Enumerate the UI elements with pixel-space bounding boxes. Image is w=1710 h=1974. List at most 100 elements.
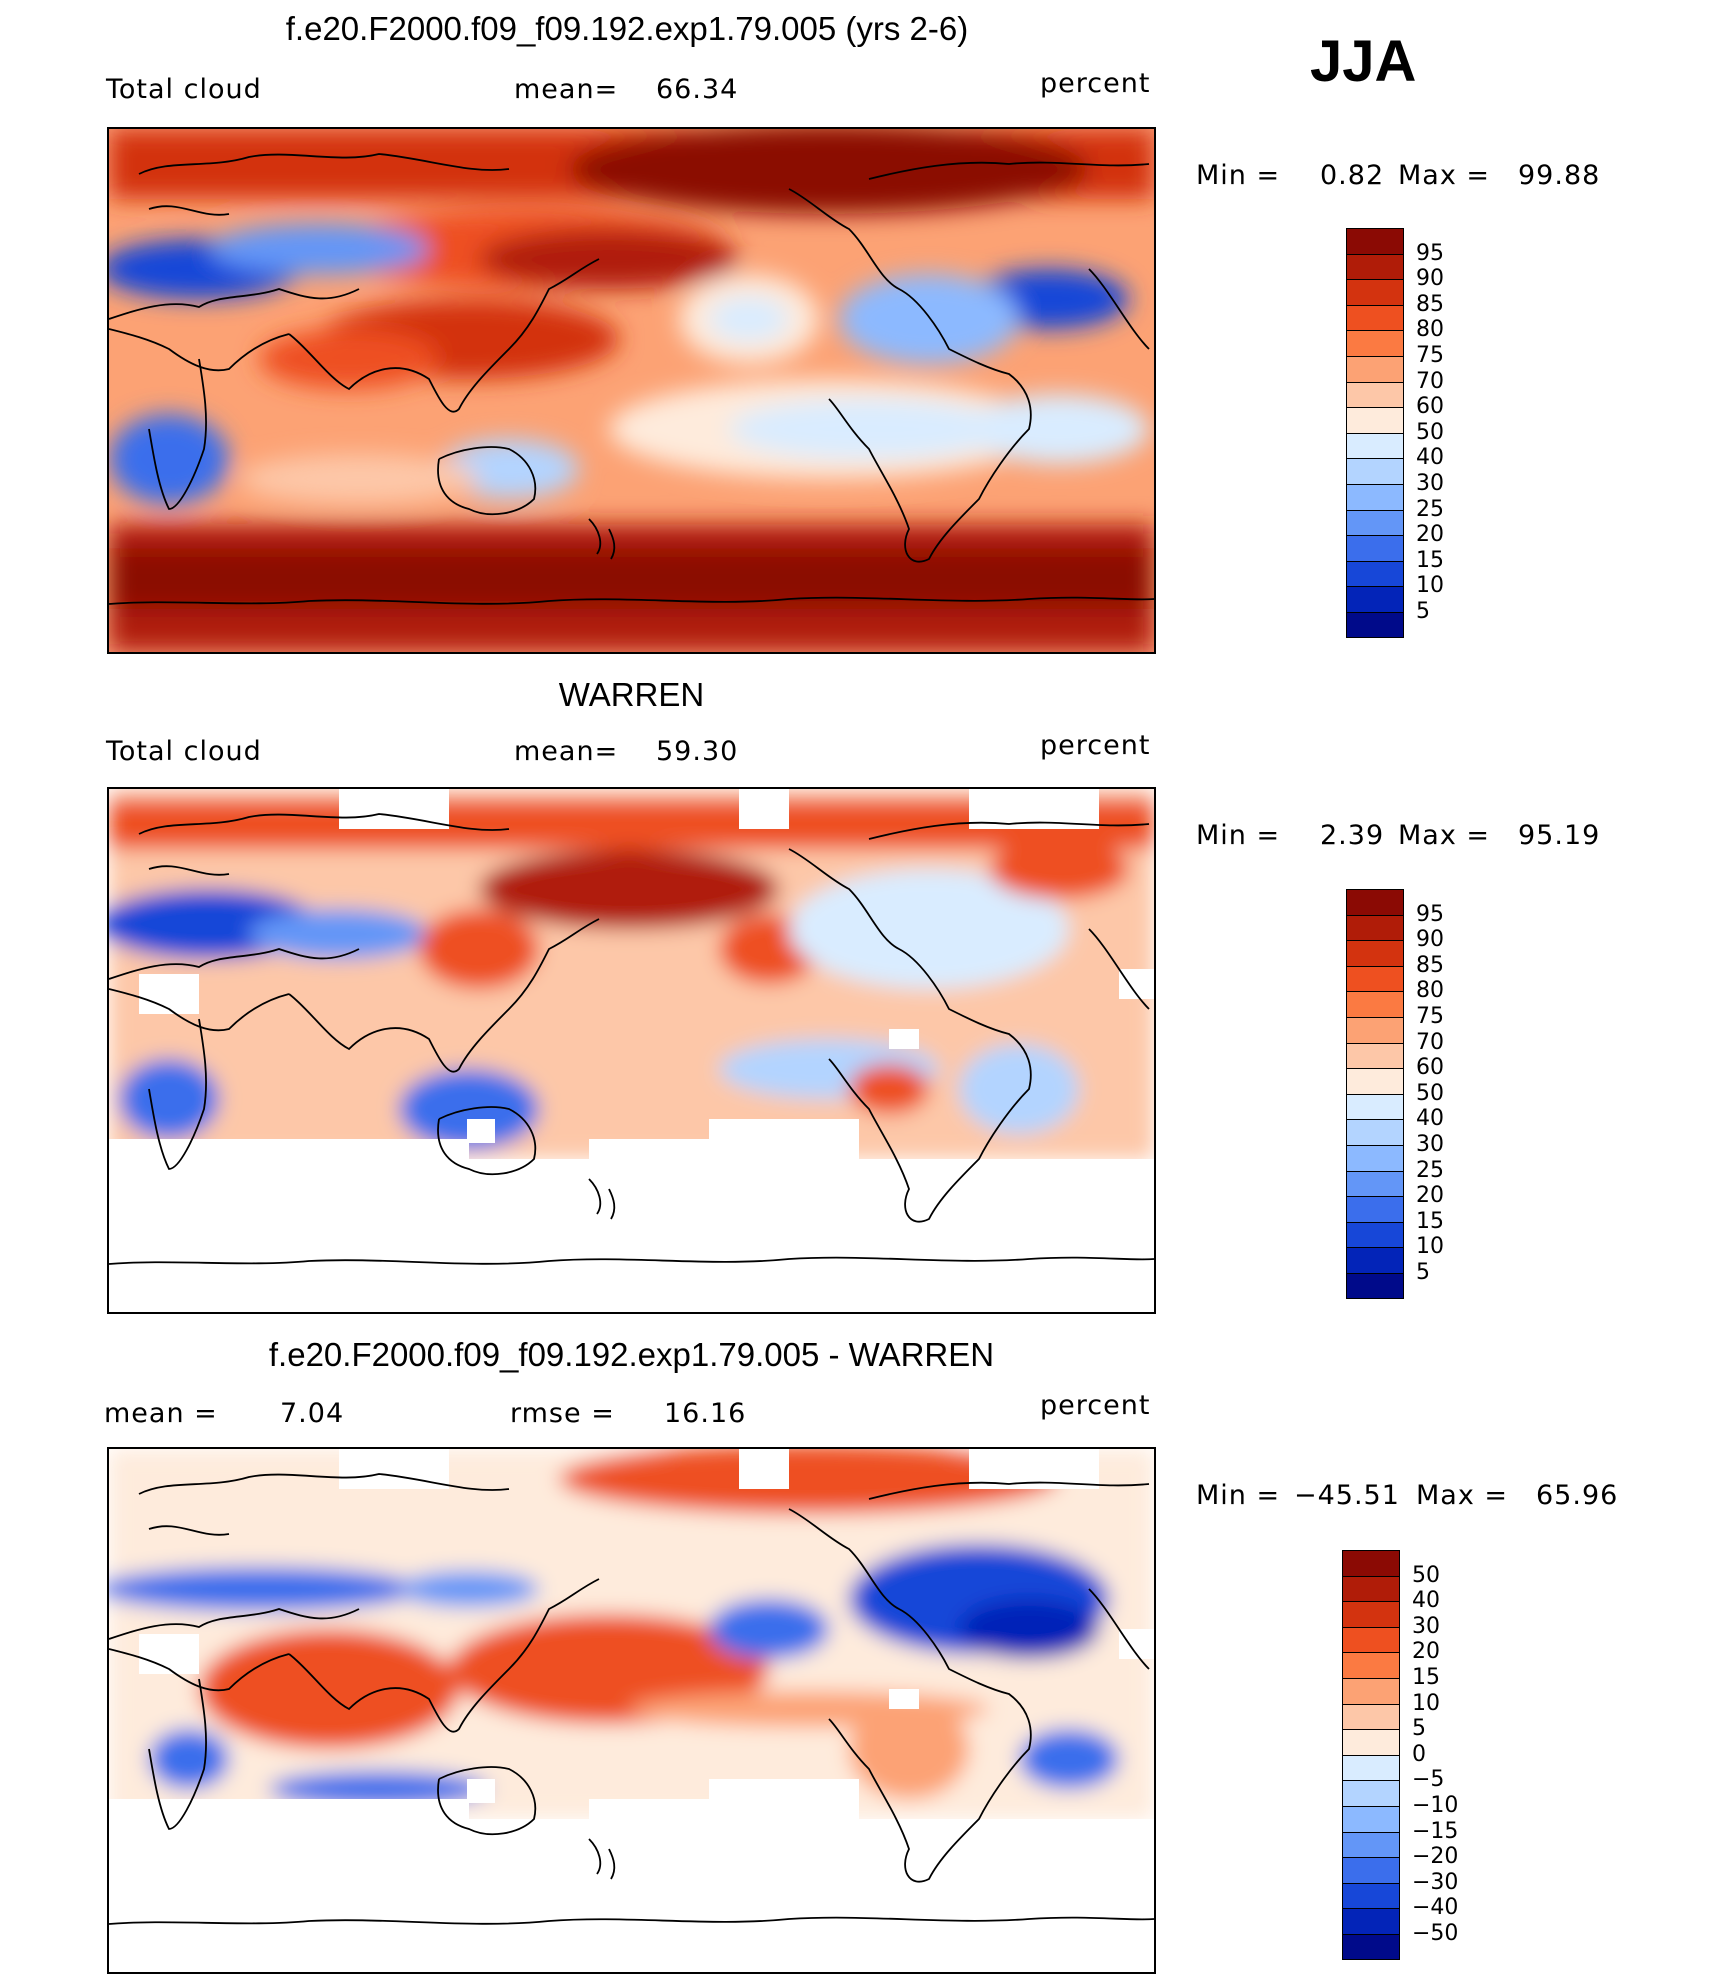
colorbar-swatch — [1346, 1068, 1404, 1094]
colorbar-swatch — [1342, 1652, 1400, 1678]
panel3-rmse-value: 16.16 — [664, 1398, 747, 1429]
colorbar-swatch — [1346, 612, 1404, 638]
colorbar-tick-label: 70 — [1416, 1029, 1444, 1055]
colorbar-swatch — [1342, 1550, 1400, 1576]
colorbar-swatch — [1346, 1273, 1404, 1299]
colorbar-swatch — [1346, 509, 1404, 536]
panel2-colorbar: 95 90 85 80 75 70 60 50 40 30 25 20 15 10 5 — [1346, 889, 1466, 1306]
colorbar-swatch — [1342, 1908, 1400, 1934]
panel1-colorbar: 95 90 85 80 75 70 60 50 40 30 25 20 15 10 5 — [1346, 228, 1466, 645]
colorbar-swatch — [1342, 1806, 1400, 1832]
colorbar-tick-label: 60 — [1416, 394, 1444, 420]
colorbar-tick-label: 80 — [1416, 317, 1444, 343]
colorbar-swatch — [1342, 1882, 1400, 1909]
colorbar-tick-label: 30 — [1412, 1613, 1440, 1639]
panel3-colorbar: 50 40 30 20 15 10 5 0 −5 −10 −15 −20 −30 −40 −50 — [1342, 1550, 1462, 1967]
panel2-max-label: Max = — [1398, 820, 1491, 851]
colorbar-swatch — [1342, 1831, 1400, 1858]
panel3-coastlines — [109, 1473, 1154, 1925]
colorbar-swatch — [1346, 279, 1404, 305]
panel3-min-label: Min = — [1196, 1480, 1281, 1511]
colorbar-tick-label: 10 — [1416, 1234, 1444, 1260]
panel3-map-field — [109, 1449, 1154, 1972]
colorbar-swatch — [1346, 458, 1404, 484]
panel2-max-value: 95.19 — [1518, 820, 1601, 851]
colorbar-swatch — [1342, 1780, 1400, 1806]
colorbar-tick-label: 25 — [1416, 1157, 1444, 1183]
colorbar-tick-label: 95 — [1416, 240, 1444, 266]
colorbar-swatch — [1342, 1857, 1400, 1883]
panel3-mean-value: 7.04 — [280, 1398, 345, 1429]
colorbar-tick-label: 15 — [1412, 1665, 1440, 1690]
panel1-mean-label: mean= — [514, 74, 619, 105]
colorbar-swatch — [1346, 535, 1404, 561]
colorbar-swatch — [1346, 1145, 1404, 1171]
colorbar-swatch — [1342, 1678, 1400, 1704]
panel3-units: percent — [1040, 1390, 1151, 1421]
panel1-coastlines — [109, 153, 1154, 605]
colorbar-tick-label: −40 — [1412, 1895, 1459, 1921]
colorbar-swatch — [1346, 1119, 1404, 1145]
colorbar-tick-label: −5 — [1412, 1767, 1445, 1793]
panel2-min-value: 2.39 — [1320, 820, 1385, 851]
colorbar-swatch — [1342, 1601, 1400, 1627]
panel1-max-value: 99.88 — [1518, 160, 1601, 191]
colorbar-swatch — [1346, 484, 1404, 510]
colorbar-tick-label: 90 — [1416, 927, 1444, 953]
colorbar-swatch — [1342, 1575, 1400, 1602]
panel3-map — [107, 1447, 1156, 1974]
panel1-map-field — [109, 129, 1154, 652]
colorbar-swatch — [1346, 432, 1404, 459]
panel2-map — [107, 787, 1156, 1314]
panel1-variable-label: Total cloud — [106, 74, 262, 105]
panel1-title: f.e20.F2000.f09_f09.192.exp1.79.005 (yrs… — [285, 10, 969, 47]
colorbar-tick-label: 50 — [1416, 419, 1444, 445]
colorbar-tick-label: 5 — [1412, 1716, 1426, 1742]
panel2-variable-label: Total cloud — [106, 736, 262, 767]
colorbar-swatch — [1346, 381, 1404, 408]
colorbar-tick-label: 0 — [1412, 1741, 1426, 1767]
colorbar-swatch — [1342, 1626, 1400, 1653]
panel1-max-label: Max = — [1398, 160, 1491, 191]
colorbar-tick-label: 40 — [1416, 1106, 1444, 1132]
colorbar-swatch — [1346, 560, 1404, 587]
colorbar-swatch — [1346, 330, 1404, 356]
panel2-missing-data — [109, 789, 1154, 1312]
panel3-max-label: Max = — [1416, 1480, 1509, 1511]
colorbar-tick-label: 75 — [1416, 343, 1444, 368]
colorbar-tick-label: 95 — [1416, 901, 1444, 927]
colorbar-swatch — [1346, 991, 1404, 1017]
colorbar-swatch — [1346, 1093, 1404, 1120]
colorbar-tick-label: 25 — [1416, 496, 1444, 522]
panel2-title: WARREN — [558, 676, 705, 713]
panel1-min-label: Min = — [1196, 160, 1281, 191]
panel1-mean-value: 66.34 — [656, 74, 739, 105]
colorbar-swatch — [1346, 940, 1404, 966]
colorbar-tick-label: 15 — [1416, 1208, 1444, 1234]
colorbar-swatch — [1346, 1017, 1404, 1043]
colorbar-swatch — [1346, 965, 1404, 992]
panel3-rmse-label: rmse = — [510, 1398, 615, 1429]
colorbar-tick-label: 60 — [1416, 1055, 1444, 1081]
panel2-map-field — [109, 789, 1154, 1312]
colorbar-tick-label: −10 — [1412, 1793, 1459, 1818]
colorbar-tick-label: −30 — [1412, 1869, 1459, 1895]
colorbar-tick-label: 10 — [1412, 1690, 1440, 1716]
panel2-units: percent — [1040, 730, 1151, 761]
colorbar-tick-label: 30 — [1416, 1132, 1444, 1157]
season-label: JJA — [1310, 29, 1417, 94]
panel1-units: percent — [1040, 68, 1151, 99]
colorbar-swatch — [1346, 304, 1404, 331]
colorbar-tick-label: 20 — [1412, 1639, 1440, 1665]
colorbar-tick-label: 50 — [1416, 1080, 1444, 1106]
colorbar-swatch — [1342, 1729, 1400, 1755]
colorbar-swatch — [1346, 407, 1404, 433]
colorbar-swatch — [1346, 1042, 1404, 1069]
panel3-max-value: 65.96 — [1536, 1480, 1619, 1511]
colorbar-swatch — [1346, 228, 1404, 254]
colorbar-swatch — [1346, 1247, 1404, 1273]
panel1-min-value: 0.82 — [1320, 160, 1385, 191]
colorbar-tick-label: 40 — [1416, 445, 1444, 471]
colorbar-swatch — [1346, 586, 1404, 612]
colorbar-tick-label: 90 — [1416, 266, 1444, 292]
